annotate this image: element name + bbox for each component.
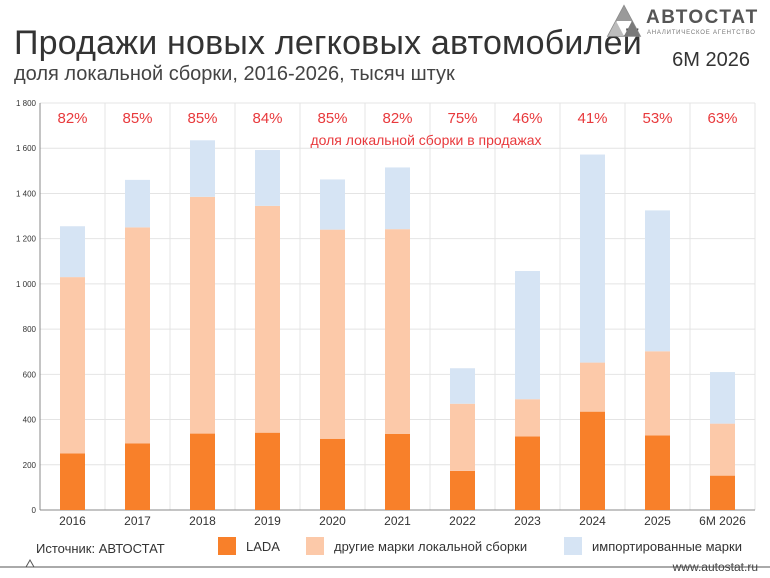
- bar-local: [645, 351, 670, 436]
- share-label: 75%: [447, 110, 477, 127]
- bar-local: [710, 423, 735, 476]
- bar-lada: [450, 470, 475, 510]
- legend-label-imported: импортированные марки: [592, 538, 742, 554]
- share-label: 41%: [577, 110, 607, 127]
- share-label: 84%: [252, 110, 282, 127]
- x-tick-label: 6М 2026: [699, 514, 746, 528]
- legend-label-lada: LADA: [246, 538, 280, 554]
- bar-lada: [385, 433, 410, 510]
- autostat-logo: АВТОСТАТ АНАЛИТИЧЕСКОЕ АГЕНТСТВО: [606, 4, 766, 44]
- source-note: Источник: АВТОСТАТ: [36, 541, 165, 556]
- footer-corner-decoration: [0, 558, 770, 568]
- stacked-bar-chart: 0 200 400 600 800 1 000 1 200 1 400 1 600 1 800 20…: [16, 99, 756, 528]
- bar-lada: [125, 443, 150, 510]
- y-tick-label: 1 200: [16, 235, 37, 244]
- logo-name: АВТОСТАТ: [646, 7, 759, 28]
- y-tick-label: 1 800: [16, 99, 37, 108]
- share-label: 82%: [382, 110, 412, 127]
- y-tick-label: 1 600: [16, 144, 37, 153]
- bar-local: [60, 277, 85, 454]
- bar-local: [320, 229, 345, 439]
- bar-imported: [450, 368, 475, 404]
- x-tick-label: 2018: [189, 514, 216, 528]
- bar-local: [255, 205, 280, 433]
- bar-imported: [645, 210, 670, 352]
- x-tick-label: 2021: [384, 514, 411, 528]
- legend-swatch-local: [306, 537, 324, 555]
- bar-local: [190, 196, 215, 434]
- x-tick-label: 2024: [579, 514, 606, 528]
- legend-item-lada: LADA: [218, 537, 280, 555]
- bar-lada: [580, 411, 605, 510]
- legend-swatch-imported: [564, 537, 582, 555]
- bar-local: [385, 229, 410, 434]
- logo-tagline: АНАЛИТИЧЕСКОЕ АГЕНТСТВО: [647, 30, 756, 36]
- bar-local: [125, 227, 150, 444]
- legend-swatch-lada: [218, 537, 236, 555]
- y-tick-label: 1 000: [16, 280, 37, 289]
- bar-lada: [320, 438, 345, 510]
- y-tick-label: 0: [32, 506, 37, 515]
- bar-imported: [190, 140, 215, 197]
- site-url: www.autostat.ru: [672, 560, 758, 574]
- bar-lada: [515, 436, 540, 510]
- share-label: 82%: [57, 110, 87, 127]
- legend-label-local: другие марки локальной сборки: [334, 538, 528, 554]
- y-tick-label: 800: [23, 325, 37, 334]
- y-tick-label: 600: [23, 370, 37, 379]
- bar-imported: [580, 154, 605, 363]
- share-label: 46%: [512, 110, 542, 127]
- share-label: 63%: [707, 110, 737, 127]
- x-tick-label: 2023: [514, 514, 541, 528]
- chart-title: Продажи новых легковых автомобилей: [14, 24, 642, 62]
- bar-imported: [710, 372, 735, 424]
- bar-lada: [710, 475, 735, 510]
- bar-lada: [645, 435, 670, 510]
- share-label: 85%: [122, 110, 152, 127]
- x-tick-label: 2017: [124, 514, 151, 528]
- share-label: 85%: [317, 110, 347, 127]
- legend-item-imported: импортированные марки: [564, 537, 742, 555]
- bar-imported: [125, 179, 150, 228]
- y-tick-label: 400: [23, 416, 37, 425]
- x-tick-label: 2020: [319, 514, 346, 528]
- bar-lada: [255, 432, 280, 510]
- bar-local: [515, 399, 540, 437]
- y-tick-label: 1 400: [16, 189, 37, 198]
- chart-subtitle: доля локальной сборки, 2016-2026, тысяч …: [14, 63, 455, 85]
- bar-imported: [60, 226, 85, 278]
- legend-item-local: другие марки локальной сборки: [306, 537, 527, 555]
- share-label: 85%: [187, 110, 217, 127]
- bar-lada: [190, 433, 215, 510]
- logo-triangle-icon: [606, 4, 642, 37]
- bar-imported: [320, 179, 345, 230]
- share-label: 53%: [642, 110, 672, 127]
- bar-local: [580, 362, 605, 412]
- bar-imported: [515, 271, 540, 400]
- x-tick-label: 2019: [254, 514, 281, 528]
- period-label: 6М 2026: [672, 49, 750, 71]
- share-annotation: доля локальной сборки в продажах: [310, 132, 541, 148]
- bar-imported: [255, 150, 280, 206]
- x-tick-label: 2016: [59, 514, 86, 528]
- y-tick-label: 200: [23, 461, 37, 470]
- bar-local: [450, 403, 475, 471]
- bar-lada: [60, 453, 85, 510]
- x-tick-label: 2022: [449, 514, 476, 528]
- x-tick-label: 2025: [644, 514, 671, 528]
- bar-imported: [385, 167, 410, 230]
